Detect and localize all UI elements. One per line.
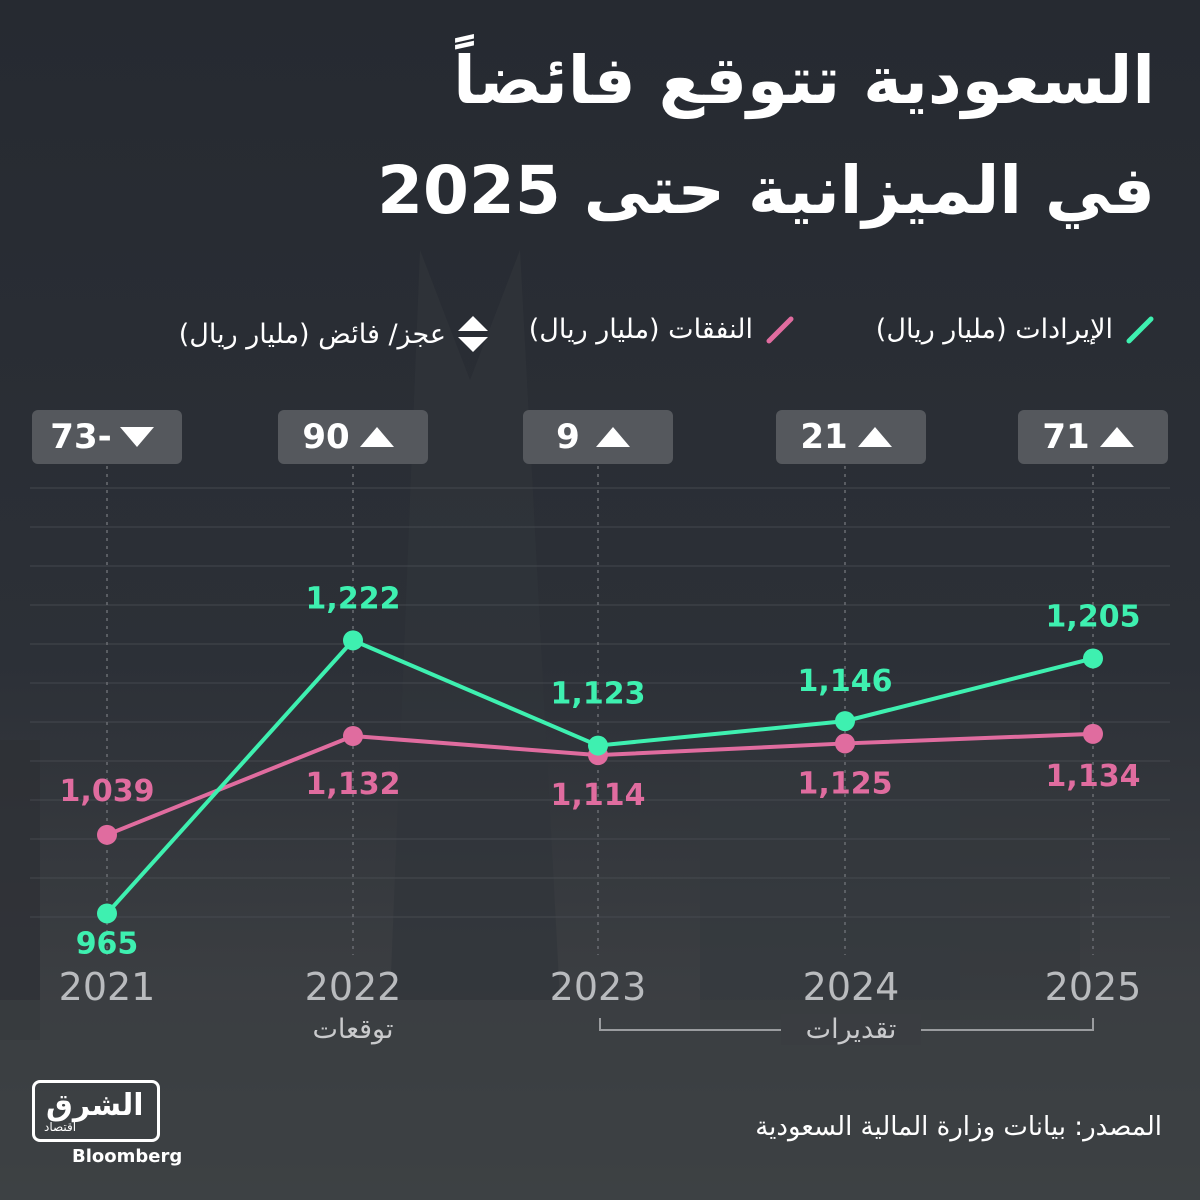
x-label-2023: 2023: [549, 965, 647, 1009]
balance-value-2025: 71: [1042, 417, 1090, 457]
revenue-point: [97, 903, 117, 924]
x-label-2022: 2022: [304, 965, 402, 1009]
up-triangle-icon: [595, 427, 630, 447]
up-triangle-icon: [359, 427, 394, 447]
estimates-label: تقديرات: [781, 1014, 921, 1045]
spending-data-label: 1,125: [798, 766, 893, 801]
balance-value-2022: 90: [302, 417, 350, 457]
balance-badge-2021: 73-: [32, 410, 182, 464]
legend-balance: عجز/ فائض (مليار ريال): [179, 314, 490, 354]
revenue-data-label: 1,146: [798, 664, 893, 699]
balance-value-2021: 73-: [50, 417, 112, 457]
updown-arrow-icon: [458, 316, 488, 352]
revenue-data-label: 1,222: [306, 581, 401, 616]
balance-badge-2024: 21: [776, 410, 926, 464]
logo-bloomberg: Bloomberg: [72, 1146, 183, 1167]
up-triangle-icon: [1099, 427, 1134, 447]
title-line-1: السعودية تتوقع فائضاً: [453, 42, 1155, 119]
legend-spending-icon: [766, 316, 794, 343]
legend-revenue-icon: [1126, 316, 1154, 343]
legend-balance-label: عجز/ فائض (مليار ريال): [178, 318, 446, 350]
balance-badge-2023: 9: [523, 410, 673, 464]
legend-revenue: الإيرادات (مليار ريال): [876, 314, 1155, 345]
spending-data-label: 1,134: [1046, 759, 1141, 794]
logo-arabic: الشرق: [46, 1088, 144, 1123]
balance-badge-2022: 90: [278, 410, 428, 464]
revenue-point: [1083, 648, 1103, 669]
revenue-point: [835, 711, 855, 732]
logo-small: اقتصاد: [44, 1120, 77, 1134]
balance-badge-2025: 71: [1018, 410, 1168, 464]
spending-point: [1083, 723, 1103, 744]
spending-data-label: 1,132: [306, 767, 401, 802]
revenue-data-label: 1,205: [1046, 599, 1141, 634]
source-note: المصدر: بيانات وزارة المالية السعودية: [755, 1112, 1162, 1142]
spending-data-label: 1,114: [551, 778, 646, 813]
spending-point: [343, 726, 363, 746]
x-label-2024: 2024: [802, 965, 900, 1009]
revenue-point: [588, 735, 608, 756]
revenue-point: [343, 630, 363, 651]
forecast-label: توقعات: [312, 1014, 394, 1045]
legend-revenue-label: الإيرادات (مليار ريال): [875, 314, 1113, 345]
down-triangle-icon: [119, 427, 154, 447]
balance-value-2023: 9: [556, 417, 580, 457]
spending-data-label: 1,039: [60, 774, 155, 809]
legend-spending-label: النفقات (مليار ريال): [528, 314, 753, 345]
asharq-bloomberg-logo: الشرق اقتصاد Bloomberg: [32, 1080, 182, 1172]
up-triangle-icon: [857, 427, 892, 447]
x-label-2025: 2025: [1044, 965, 1142, 1009]
spending-point: [835, 733, 855, 754]
revenue-data-label: 1,123: [551, 677, 646, 712]
balance-value-2024: 21: [800, 417, 848, 457]
x-label-2021: 2021: [58, 965, 156, 1009]
title-line-2: في الميزانية حتى 2025: [377, 152, 1155, 229]
revenue-data-label: 965: [76, 926, 139, 961]
spending-point: [97, 824, 117, 845]
legend-spending: النفقات (مليار ريال): [529, 314, 795, 345]
